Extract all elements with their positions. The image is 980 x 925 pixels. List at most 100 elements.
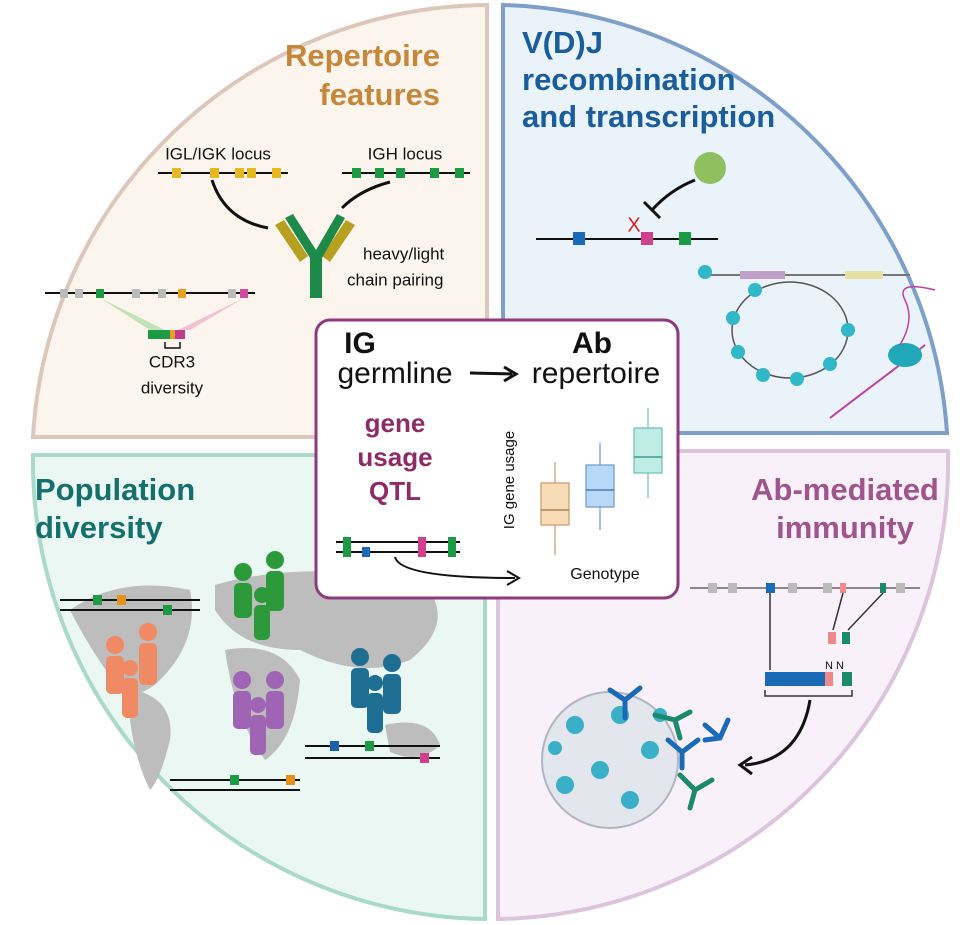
boxplots [540,408,663,555]
segment [247,168,256,178]
quadrant-title: immunity [776,510,915,545]
y-axis-label: IG gene usage [501,431,518,529]
light-chain [322,220,355,262]
segment [896,583,905,593]
nucleosome [841,323,855,337]
person [383,654,401,672]
germline-label: germline [337,357,452,390]
arrow [737,699,812,776]
person [233,691,251,729]
antibody [652,709,693,741]
person [106,636,124,654]
antibody [665,737,701,771]
segment [272,168,281,178]
segment [158,289,166,298]
cdr3-label: CDR3 [149,352,195,371]
gene-segments [352,168,464,178]
segment [708,583,717,593]
segment [235,168,244,178]
locus-label: IGL/IGK locus [165,144,271,163]
transcript [899,285,936,346]
segment [132,289,140,298]
segment [163,605,172,615]
continent [70,585,192,694]
segment [455,168,464,178]
segment [352,168,361,178]
antibody [702,717,731,743]
junction-segment [828,632,836,644]
cdr3-segment [148,330,170,339]
segment [365,741,374,751]
cdr3-segment [170,330,175,339]
quadrant-title: diversity [35,510,163,545]
spike [591,761,609,779]
segment [286,775,295,785]
segment [418,547,426,557]
segment [228,289,236,298]
segment [117,595,126,605]
person [351,668,369,708]
ab-mediated-immunity: Ab-mediated immunity N N [541,472,939,829]
person [139,623,157,641]
polymerase [888,343,922,367]
nucleosome [823,357,837,371]
qtl-label: usage [357,442,432,472]
pairing-label: chain pairing [347,270,443,289]
arrow [210,179,269,230]
quadrant-title: and transcription [522,99,775,134]
enzyme [694,152,726,184]
excision-mark: X [627,214,640,236]
antibody [677,772,715,811]
box [540,482,570,526]
box [633,427,663,474]
segment [60,289,68,298]
genotype-haplotypes [336,537,521,586]
qtl-label: gene [365,408,426,438]
antibody [275,214,355,298]
segment [880,583,886,593]
person [234,583,252,618]
repertoire-features: Repertoire features IGL/IGK locus IGH lo… [45,38,470,397]
quadrant-title: features [319,77,440,112]
segment [343,547,351,557]
inhibition [642,178,696,220]
segment [823,583,832,593]
segment [96,289,104,298]
cdr3-label: diversity [141,378,204,397]
people [106,551,401,755]
nucleosome [731,345,745,359]
segment [448,547,456,557]
person [122,660,138,676]
junction-lines [769,592,884,670]
locus-label: IGH locus [368,144,443,163]
segment [75,289,83,298]
rearranged-gene [765,672,825,686]
spike [556,776,574,794]
person [250,697,266,713]
segment [330,741,339,751]
bracket [764,690,853,697]
person [367,675,383,691]
person [234,563,252,581]
segment [375,168,384,178]
heavy-chain [285,214,345,298]
center-panel: IG germline Ab repertoire gene usage QTL… [314,318,680,600]
segment [430,168,439,178]
person-group [233,671,284,755]
segment [240,289,248,298]
haplotype-segments [93,595,429,785]
nucleosome [790,372,804,386]
antibodies [607,685,731,811]
spike [621,791,639,809]
nucleosome [726,311,740,325]
person [351,648,369,666]
junction-label: N [836,660,844,672]
person [266,551,284,569]
cdr3-segment [175,330,185,339]
spike [641,741,659,759]
continent [130,690,171,790]
person [266,571,284,611]
junction-label: N [825,660,833,672]
gene-segments [708,583,905,593]
